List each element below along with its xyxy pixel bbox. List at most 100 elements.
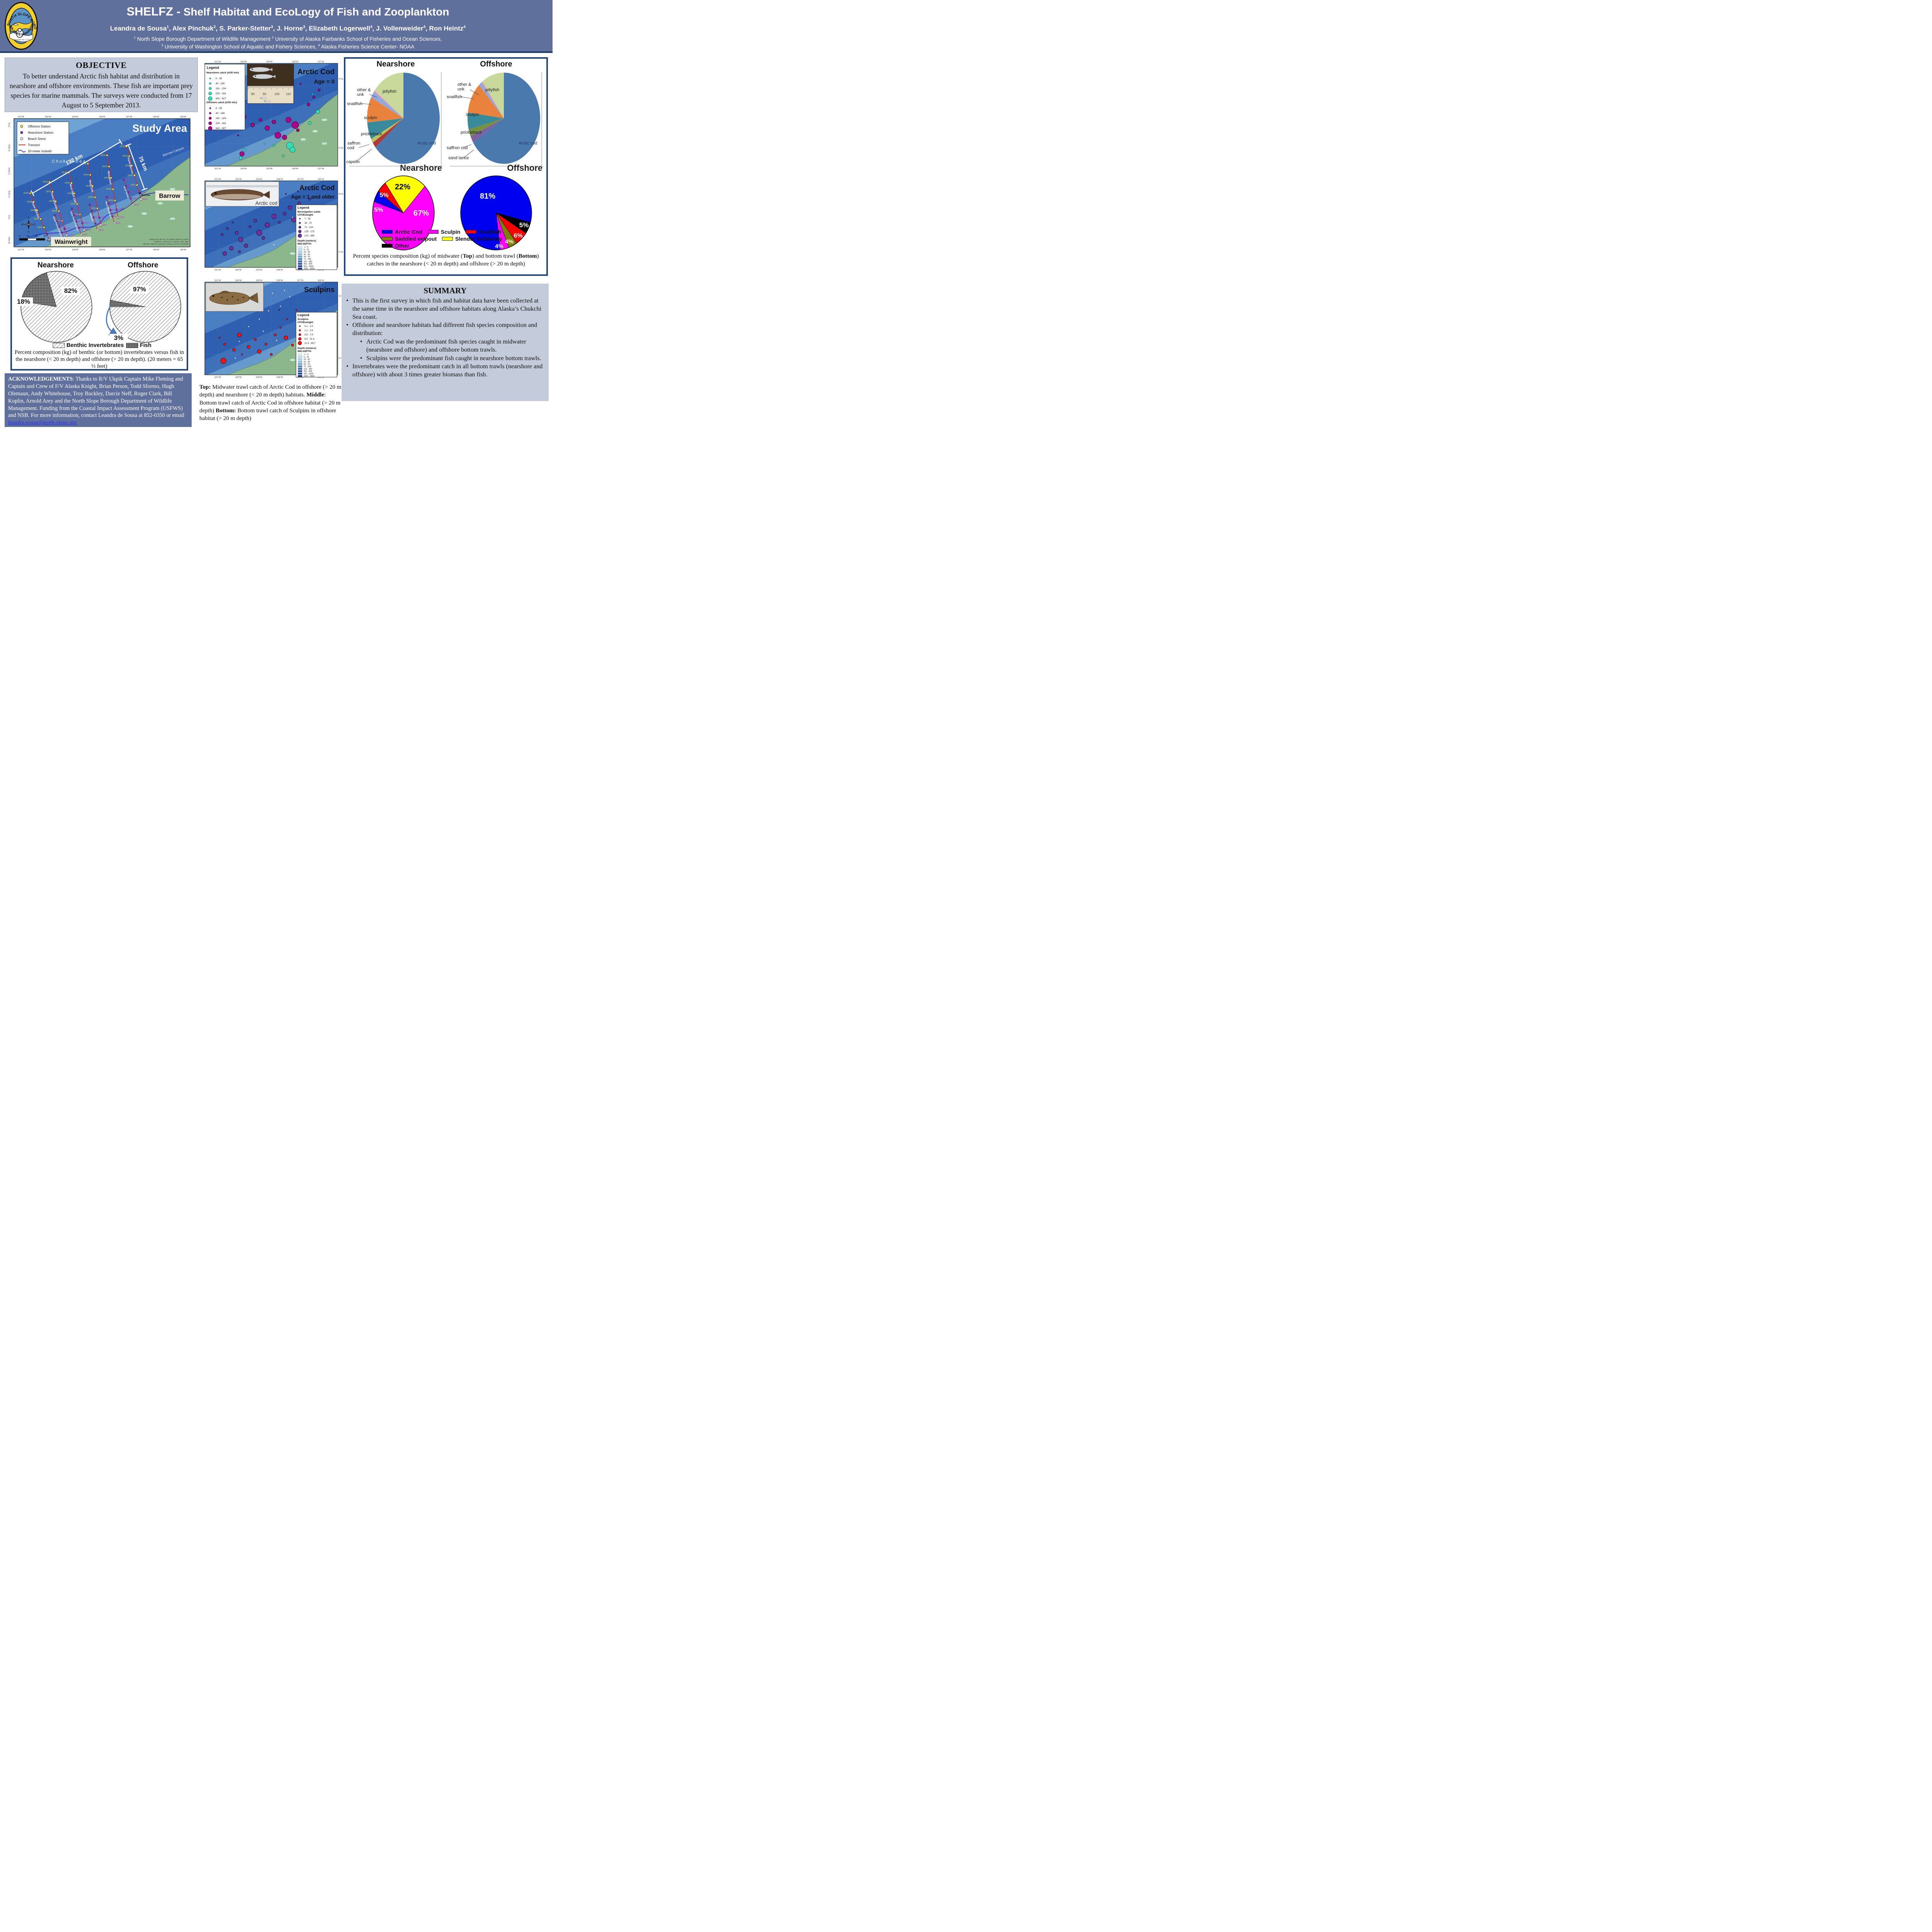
author-text: University of Alaska Fairbanks School of…	[274, 36, 442, 42]
fish-tail	[263, 191, 270, 199]
offshore-station-dot	[73, 192, 76, 195]
three-percent-arrow	[106, 305, 119, 337]
nearshore-station-label: NF05	[73, 208, 78, 210]
zero-catch-dot	[235, 357, 236, 359]
nearshore-station-label: NF03	[95, 216, 100, 219]
zero-catch-dot	[259, 318, 260, 320]
legend-species: Boreogadus saida	[298, 211, 320, 213]
legend-swatch-snailfish	[466, 230, 477, 234]
nearshore-station-dot	[46, 233, 48, 236]
lat-tick-left: 70°45'N	[9, 237, 11, 244]
lat-tick: 72°N	[338, 295, 343, 298]
lat-tick: 72°N	[338, 78, 343, 81]
lat-tick: 71°N	[338, 357, 343, 360]
legend-symbol	[298, 233, 302, 238]
study-area-title: Study Area	[132, 122, 187, 134]
legend-class-label: 342 - 927	[216, 127, 226, 130]
lat-tick-left: 71°15'N	[9, 190, 11, 198]
beach-seine-dot	[48, 239, 51, 241]
depth-swatch	[298, 363, 303, 365]
pie-slice-sculpin	[468, 85, 504, 118]
benthic-legend-swatch-dots	[126, 343, 138, 348]
nearshore-station-dot	[92, 216, 95, 218]
pie-slice-arctic-cod	[375, 73, 440, 164]
offshore-station-dot	[112, 188, 114, 190]
catch-bubble	[254, 338, 257, 341]
transect-line	[48, 179, 68, 237]
summary-bullet: • Arctic Cod was the predominant fish spe…	[360, 338, 526, 353]
sculpin-spot	[252, 296, 254, 299]
label-leader-line	[463, 150, 474, 158]
nearshore-catch-bubble	[264, 143, 266, 145]
nearshore-station-label: NF04	[59, 220, 64, 223]
catch-bubble	[256, 230, 262, 236]
benthic-caption: Percent composition (kg) of benthic (or …	[14, 349, 184, 370]
catch-bubble	[262, 236, 265, 240]
slice-label: other &	[457, 82, 471, 87]
text-segment: Percent species composition (kg) of midw…	[353, 253, 463, 259]
legend-symbol	[208, 92, 212, 95]
legend-label: Slender Eelblenny	[455, 236, 502, 242]
beach-seine-dot	[100, 224, 102, 226]
sculpin-fin	[219, 291, 231, 294]
pie-slice-arctic-cod	[473, 73, 540, 164]
map-subtitle: Age = 0	[314, 78, 335, 85]
pie-slice-other-&-unk	[374, 90, 403, 118]
legend-class-label: 21.5 - 89.7	[304, 342, 316, 345]
catch-bubble	[237, 333, 242, 337]
scale-tick: 20	[35, 235, 38, 238]
legend-class-label: 0 - 39	[216, 107, 222, 110]
legend-symbol	[209, 78, 211, 80]
depth-class-label: 71 - 150	[304, 366, 311, 368]
legend-symbol	[299, 218, 301, 219]
logo-incorporated-text: Incorporated July 2, 1972	[12, 39, 30, 41]
offshore-station-label: OF04	[65, 182, 70, 184]
offshore-station-label: OF04	[46, 191, 51, 193]
nearshore-catch-bubble	[289, 147, 296, 153]
lon-tick-top: 156°W	[318, 179, 324, 181]
legend-class-label: 71 - 124	[304, 226, 313, 229]
legend-symbol	[209, 82, 211, 85]
offshore-station-dot	[70, 182, 73, 184]
map-title: Arctic Cod	[299, 184, 335, 192]
legend-section-title: Offshore catch (#/30 min)	[206, 101, 237, 104]
author-text: , S. Parker-Stetter	[216, 25, 271, 32]
pie-slice-snailfish	[479, 82, 504, 118]
zero-catch-dot	[276, 340, 277, 341]
ack-email-link[interactable]: leandra.sousa@north-slope.org	[8, 420, 77, 426]
lon-tick-bottom: 157°W	[297, 376, 304, 379]
depth-class-label: 1501 - 3500	[304, 268, 315, 270]
lon-tick-top: 160°W	[240, 61, 247, 63]
legend-class-label: 3.5 - 7.9	[304, 334, 313, 336]
compass-s: S	[28, 231, 29, 233]
depth-class-label: 6 - 25	[304, 356, 309, 358]
catch-bubble	[283, 212, 286, 216]
legend-symbol	[299, 222, 301, 224]
lat-tick: 72°N	[338, 193, 343, 196]
depth-class-label: -1 - 5	[304, 354, 308, 356]
author-superscript: 2	[272, 36, 274, 39]
barrow-label-group: Barrow	[155, 190, 184, 201]
label-leader-line	[369, 94, 378, 98]
catch-bubble	[278, 221, 281, 224]
slice-label: capelin	[346, 160, 360, 164]
depth-class-label: 351 - 900	[304, 263, 312, 265]
legend-swatch-slender-eelblenny	[442, 237, 453, 241]
catch-bubble	[308, 197, 311, 201]
catch-bubble	[297, 201, 301, 205]
sea-band	[205, 63, 338, 166]
nearshore-station-dot	[71, 207, 73, 210]
depth-swatch	[298, 356, 303, 358]
depth-swatch	[298, 255, 303, 258]
offshore-station-label: OF02	[34, 218, 39, 220]
text-segment: Midwater trawl catch of Arctic Cod in of…	[199, 384, 342, 398]
legend-isobath-line	[18, 150, 26, 153]
nearshore-station-dot	[56, 220, 58, 222]
catch-bubble	[231, 221, 234, 223]
zero-catch-dot	[248, 326, 250, 327]
catch-bubble	[223, 251, 227, 256]
catch-bubble	[223, 343, 226, 346]
summary-title: SUMMARY	[423, 286, 467, 295]
lon-tick-top: 157°W	[318, 61, 324, 63]
offshore-station-dot	[61, 219, 63, 222]
